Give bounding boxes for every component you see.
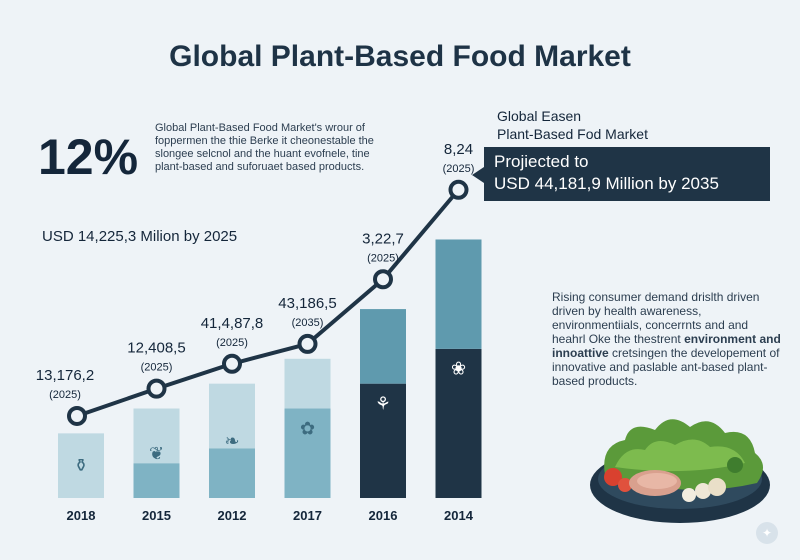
projection-callout-line2: USD 44,181,9 Million by 2035 — [494, 174, 719, 193]
bar-2018-light — [58, 433, 104, 498]
trend-point-2015 — [146, 378, 167, 399]
trend-point-2017 — [297, 333, 318, 354]
point-value-label: 3,22,7 — [362, 230, 404, 247]
x-tick-label-2017: 2017 — [293, 508, 322, 523]
bar-2017-light — [284, 358, 331, 409]
point-year-label: (2025) — [216, 337, 248, 349]
x-tick-label-2016: 2016 — [369, 508, 398, 523]
bar-2015-light — [133, 408, 180, 464]
point-year-label: (2025) — [141, 362, 173, 374]
x-tick-label-2018: 2018 — [67, 508, 96, 523]
drivers-text-bold: environment and innoattive — [552, 332, 781, 360]
apple-icon: ❀ — [451, 359, 466, 379]
point-value-label: 8,24 — [444, 141, 473, 158]
trend-point-2018 — [67, 405, 87, 426]
trend-point-2012 — [222, 353, 242, 374]
point-year-label: (2025) — [367, 252, 399, 264]
point-year-label: (2035) — [292, 317, 324, 329]
sparkle-icon: ✦ — [756, 522, 778, 544]
point-value-label: 43,186,5 — [278, 295, 336, 312]
bar-2016-dark — [360, 383, 406, 498]
carrot-icon: ⚘ — [375, 394, 391, 414]
x-tick-label-2015: 2015 — [142, 508, 171, 523]
projection-title-line2: Plant-Based Fod Market — [497, 126, 648, 142]
bar-2012-light — [209, 383, 255, 449]
trend-point-2016 — [373, 269, 393, 290]
bar-2012-mid — [209, 448, 255, 498]
market-drivers-text: Rising consumer demand drislth driven dr… — [552, 290, 782, 388]
bar-2015-mid — [133, 463, 180, 498]
point-value-label: 13,176,2 — [36, 367, 94, 384]
trend-point-2014 — [448, 179, 469, 200]
point-value-label: 41,4,87,8 — [201, 315, 264, 332]
bar-2017-mid — [284, 408, 331, 498]
growth-percent: 12% — [38, 129, 139, 185]
page-title: Global Plant-Based Food Market — [169, 40, 631, 73]
point-year-label: (2025) — [443, 163, 475, 175]
point-value-label: 12,408,5 — [127, 340, 185, 357]
bar-2014-mid — [435, 239, 482, 349]
x-tick-label-2014: 2014 — [444, 508, 474, 523]
current-market-value: USD 14,225,3 Milion by 2025 — [42, 228, 238, 245]
drivers-text-part2: cretsingen the developement of innovativ… — [552, 346, 780, 388]
projection-title: Global Easen Plant-Based Fod Market — [497, 107, 648, 143]
sprout-icon: ❦ — [149, 443, 164, 463]
projection-callout: Projiected to USD 44,181,9 Million by 20… — [472, 147, 770, 201]
x-tick-label-2012: 2012 — [218, 508, 247, 523]
drivers-text-part1: Rising consumer demand drislth driven dr… — [552, 290, 760, 346]
projection-title-line1: Global Easen — [497, 108, 582, 124]
projection-callout-line1: Projiected to — [494, 152, 589, 171]
bar-2016-mid — [360, 309, 406, 384]
point-year-label: (2025) — [49, 389, 81, 401]
broccoli-icon: ✿ — [300, 418, 315, 438]
bottle-icon: ⚱ — [73, 456, 88, 476]
bar-2014-dark — [435, 348, 482, 498]
salad-bowl-illustration — [590, 419, 770, 523]
market-description: Global Plant-Based Food Market's wrour o… — [155, 122, 374, 173]
trend-line — [76, 188, 461, 418]
leaf-icon: ❧ — [224, 431, 239, 451]
